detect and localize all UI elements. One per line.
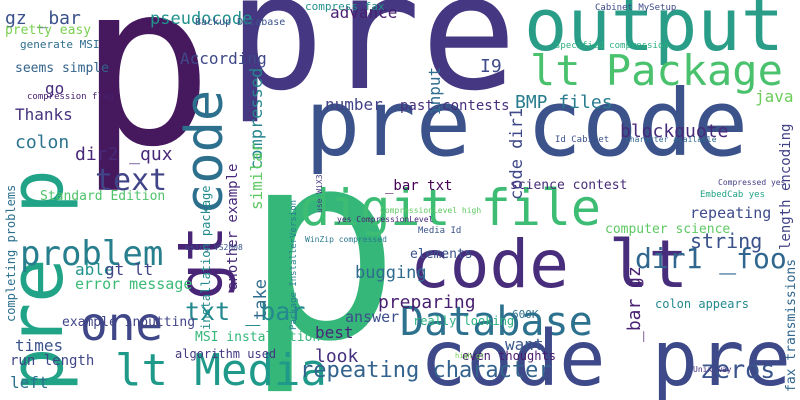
word: able [75,260,114,279]
word: code pre [420,315,791,400]
word: use WiX3 [315,174,324,213]
word: gt [164,225,237,300]
word: zeros [700,355,775,384]
word: compression flag [27,92,114,102]
word: output [524,0,784,67]
word: gt lt [105,260,153,279]
word: seems simple [15,61,109,76]
word: CompressionLevel high [380,206,481,215]
word: run length [10,353,94,369]
word: txt _bar [185,297,305,326]
word: dir1 _foo [635,242,787,276]
word: Backup Database [195,17,285,28]
word: installation package [199,186,213,331]
word: 600K [512,308,539,321]
word: Package InstallerVersion [289,200,299,330]
word: According [180,49,267,68]
word: computer science [605,222,730,237]
word: BMP files [515,92,613,113]
word: colon appears [655,297,749,311]
word: look [315,346,359,367]
word: Id Cabinet [555,135,609,145]
word: compressed [247,68,267,170]
word: left [10,373,49,392]
word: Database [400,299,593,345]
word: p [244,97,401,399]
word: problem [20,234,163,274]
word: Media Id [418,226,461,236]
word: MSI installation [195,330,320,345]
word: Thanks [15,105,73,124]
word: text [95,163,167,198]
word: high gt [455,352,485,360]
word: example inputting [62,315,195,330]
word: pre code [305,70,748,177]
word: go [45,79,64,98]
word: bugging [355,263,427,283]
word: similar [247,142,266,210]
word: generate MSI [20,38,99,51]
word: really looking [413,314,514,328]
word: blockquote [620,121,728,142]
word: dir2 _qux [75,144,173,165]
word: code lt [410,226,688,303]
word: pre p [0,169,80,392]
word: best [315,323,354,342]
word: input [425,67,444,115]
word: past contests [400,98,510,114]
word: completing problems [4,185,18,322]
word: _bar txt [385,178,452,194]
word: pre [228,0,517,126]
word: yes CompressionLevel [337,215,434,224]
word: length encoding [778,124,794,250]
word: advance [330,3,397,22]
word: WinZip compressed [305,235,387,244]
word: Standard Edition [40,189,165,204]
word: error message [75,275,192,293]
word: algorithm used [175,347,276,361]
word: string [690,229,762,253]
word: code [175,90,235,215]
word: repeating character [300,358,552,383]
word: even thoughts [462,349,556,363]
word: preparing [378,292,476,313]
word: fax transmissions [784,259,799,392]
word: repeating [690,204,771,222]
word: pseudocode [150,9,252,29]
word: gz _bar [5,8,81,29]
word: code dir1 [507,108,527,200]
word: Unix way [693,365,732,374]
word: Cabinet MySetup [595,3,676,13]
word: java [755,87,794,106]
word: take [251,279,271,320]
word: answer [345,308,399,326]
word: colon [15,132,69,153]
word: compress fax [305,0,385,13]
word: lt Media [115,345,327,396]
word: p [78,0,213,197]
word: another example [225,164,241,290]
word: number [325,95,383,114]
word: science contest [510,178,627,193]
word: want [505,335,544,354]
word: pretty easy [5,23,91,38]
word: I9 [480,56,502,77]
word: elements [410,247,473,262]
word: specified compression [555,41,669,51]
word: character available [625,135,717,144]
word: one [80,297,163,351]
word: using VS2008 [185,243,243,252]
word: lt Package [530,46,783,95]
word: EmbedCab yes [700,190,765,200]
word: digit file [300,179,601,237]
word: _bar gz [624,266,645,342]
word: times [15,336,63,355]
word: Compressed yes [718,178,786,187]
